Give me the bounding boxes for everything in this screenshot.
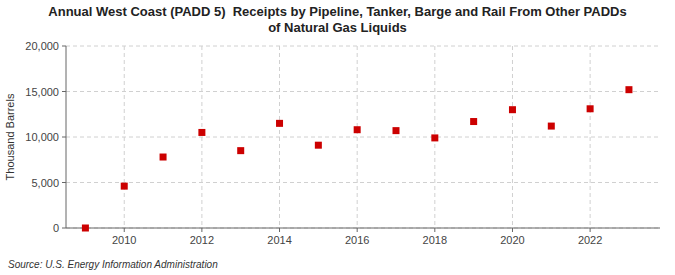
point bbox=[237, 147, 244, 154]
grid-line bbox=[279, 46, 280, 228]
tick bbox=[434, 228, 435, 232]
grid-line bbox=[66, 91, 660, 92]
point bbox=[82, 225, 89, 232]
tick-label: 10,000 bbox=[25, 131, 59, 143]
tick-label: 2018 bbox=[423, 234, 447, 246]
tick bbox=[590, 228, 591, 232]
source-note: Source: U.S. Energy Information Administ… bbox=[8, 259, 218, 270]
grid-line bbox=[124, 46, 125, 228]
tick bbox=[62, 182, 66, 183]
point bbox=[548, 123, 555, 130]
tick bbox=[62, 46, 66, 47]
point bbox=[315, 142, 322, 149]
points bbox=[82, 86, 633, 231]
point bbox=[393, 127, 400, 134]
tick bbox=[201, 228, 202, 232]
tick bbox=[124, 228, 125, 232]
tick-label: 0 bbox=[53, 222, 59, 234]
y-axis-line bbox=[66, 46, 67, 228]
point bbox=[121, 183, 128, 190]
point bbox=[431, 134, 438, 141]
tick-label: 2016 bbox=[345, 234, 369, 246]
point bbox=[587, 105, 594, 112]
point bbox=[160, 154, 167, 161]
grid-line bbox=[590, 46, 591, 228]
chart: Annual West Coast (PADD 5) Receipts by P… bbox=[0, 0, 675, 275]
grid-line bbox=[66, 137, 660, 138]
tick-label: 20,000 bbox=[25, 40, 59, 52]
point bbox=[276, 120, 283, 127]
grid-line bbox=[66, 46, 660, 47]
point bbox=[625, 86, 632, 93]
grid bbox=[66, 46, 660, 228]
tick-label: 2010 bbox=[112, 234, 136, 246]
tick bbox=[357, 228, 358, 232]
point bbox=[470, 118, 477, 125]
point bbox=[354, 126, 361, 133]
grid-line bbox=[357, 46, 358, 228]
grid-line bbox=[512, 46, 513, 228]
grid-line bbox=[66, 182, 660, 183]
tick bbox=[62, 91, 66, 92]
axes: 0 5,000 10,000 15,000 20,000 2010 2012 2014 2016… bbox=[25, 40, 660, 246]
tick-label: 2012 bbox=[190, 234, 214, 246]
grid-line bbox=[201, 46, 202, 228]
title: Annual West Coast (PADD 5) Receipts by P… bbox=[48, 4, 626, 35]
tick bbox=[62, 137, 66, 138]
tick-label: 2014 bbox=[267, 234, 291, 246]
grid-line bbox=[66, 228, 660, 229]
tick bbox=[512, 228, 513, 232]
x-axis-line bbox=[66, 228, 660, 229]
point bbox=[509, 106, 516, 113]
y-axis-label: Thousand Barrels bbox=[4, 93, 16, 180]
tick bbox=[62, 228, 66, 229]
tick-label: 2020 bbox=[500, 234, 524, 246]
point bbox=[198, 129, 205, 136]
tick-label: 2022 bbox=[578, 234, 602, 246]
tick-label: 15,000 bbox=[25, 86, 59, 98]
tick bbox=[279, 228, 280, 232]
tick-label: 5,000 bbox=[31, 177, 59, 189]
